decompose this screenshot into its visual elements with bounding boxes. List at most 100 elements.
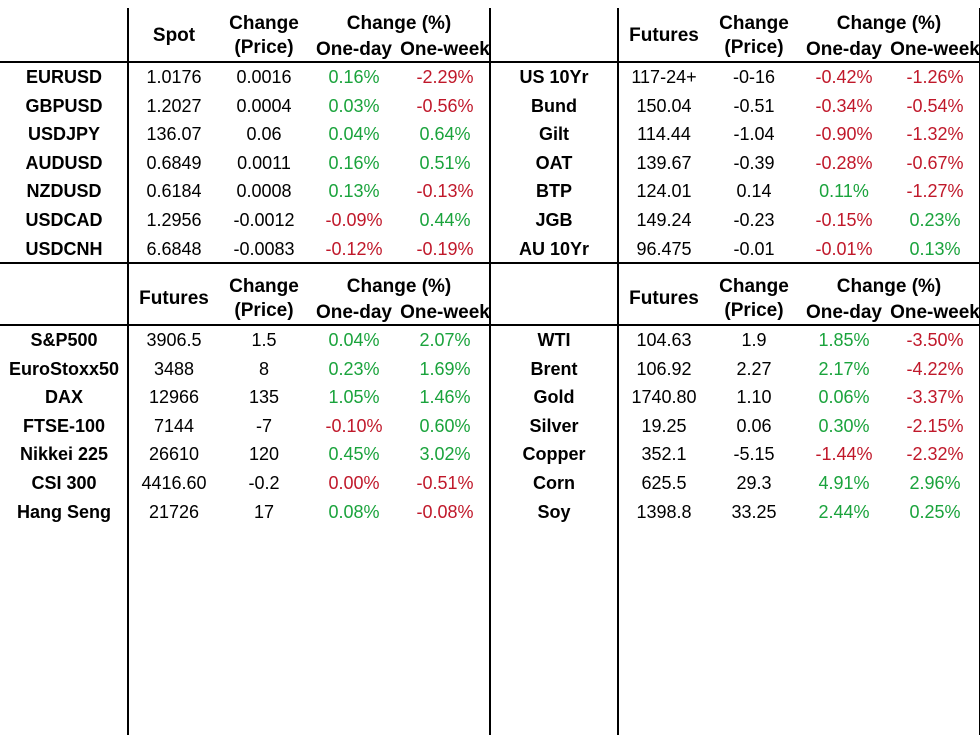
cell-change: 0.0008 [236,181,292,202]
cell-label: Soy [537,501,571,522]
column-divider [127,8,129,473]
header-change-pct: Change (%) [836,13,942,34]
cell-label: USDCNH [25,238,103,259]
cell-change: -7 [255,415,272,436]
cell-week: 1.46% [419,387,471,408]
cell-day: -0.90% [815,124,873,145]
cell-day: 0.23% [328,358,380,379]
cell-value: 6.6848 [146,238,202,259]
table-row: USDJPY 136.07 0.06 0.04% 0.64% [0,119,490,148]
cell-value: 1.0176 [146,67,202,87]
cell-change: -0.39 [733,152,775,173]
cell-label: US 10Yr [519,67,589,87]
cell-value: 19.25 [641,415,687,436]
table-row: Corn 625.5 29.3 4.91% 2.96% [490,468,980,497]
cell-day: 4.91% [818,472,870,493]
cell-label: CSI 300 [31,472,97,493]
cell-value: 149.24 [636,209,692,230]
cell-value: 625.5 [641,472,687,493]
section-divider [0,262,980,264]
cell-day: 0.13% [328,181,380,202]
cell-label: WTI [537,330,571,350]
header-divider [0,324,490,326]
cell-value: 106.92 [636,358,692,379]
cell-change: 1.10 [736,387,772,408]
cell-value: 1398.8 [636,501,692,522]
cell-change: 17 [253,501,275,522]
cell-week: 0.13% [909,238,961,259]
cell-week: -4.22% [906,358,964,379]
cell-value: 136.07 [146,124,202,145]
cell-week: -1.27% [906,181,964,202]
header-change-pct: Change (%) [346,276,452,297]
panel-header: Futures Change (Price) Change (%) One-day One… [490,263,980,326]
table-row: WTI 104.63 1.9 1.85% -3.50% [490,325,980,354]
header-first: Futures [629,25,699,46]
header-one-day: One-day [805,39,883,60]
cell-label: Nikkei 225 [19,444,109,465]
cell-label: Brent [530,358,578,379]
cell-label: JGB [535,209,573,230]
table-row: DAX 12966 135 1.05% 1.46% [0,382,490,411]
cell-value: 114.44 [637,124,691,145]
cell-week: -0.19% [416,238,474,259]
cell-change: -5.15 [733,444,775,465]
table-row: AUDUSD 0.6849 0.0011 0.16% 0.51% [0,148,490,177]
cell-day: -0.12% [325,238,383,259]
table-row: OAT 139.67 -0.39 -0.28% -0.67% [490,148,980,177]
cell-label: Hang Seng [16,501,111,522]
header-change-pct: Change (%) [836,276,942,297]
cell-value: 0.6849 [146,152,202,173]
cell-change: 120 [248,444,280,465]
cell-week: -2.32% [906,444,964,465]
cell-change: -0.0083 [233,238,295,259]
header-one-day: One-day [315,39,393,60]
cell-change: -0.51 [733,95,775,116]
cell-value: 3488 [153,358,195,379]
cell-change: 2.27 [736,358,772,379]
cell-day: -0.01% [815,238,873,259]
cell-change: 33.25 [731,501,777,522]
cell-day: 0.30% [818,415,870,436]
cell-week: -2.29% [416,67,474,87]
panel-header: Futures Change (Price) Change (%) One-day One… [0,263,490,326]
cell-change: -0.23 [733,209,775,230]
bottom-right-panel: Futures Change (Price) Change (%) One-day One… [490,263,980,735]
table-row: Gilt 114.44 -1.04 -0.90% -1.32% [490,119,980,148]
header-one-week: One-week [890,302,980,323]
cell-value: 26610 [148,444,200,465]
cell-day: -0.15% [815,209,873,230]
cell-day: 0.16% [328,67,380,87]
cell-label: BTP [536,181,572,202]
cell-change: 0.06 [246,124,282,145]
table-row: Nikkei 225 26610 120 0.45% 3.02% [0,439,490,468]
header-one-week: One-week [400,39,490,60]
cell-value: 3906.5 [146,330,202,350]
cell-week: 0.64% [419,124,471,145]
cell-value: 0.6184 [146,181,202,202]
cell-value: 1.2956 [146,209,202,230]
cell-week: 1.69% [419,358,471,379]
table-row: US 10Yr 117-24+ -0-16 -0.42% -1.26% [490,62,980,91]
header-one-day: One-day [315,302,393,323]
cell-change: -1.04 [733,124,775,145]
cell-change: -0.2 [248,472,280,493]
cell-week: 2.96% [909,472,961,493]
cell-label: EURUSD [25,67,102,87]
cell-change: 0.0004 [236,95,292,116]
cell-day: 2.44% [818,501,870,522]
cell-week: 0.23% [909,209,961,230]
cell-label: Copper [522,444,586,465]
cell-week: -1.26% [906,67,964,87]
cell-week: -0.08% [416,501,474,522]
cell-change: 0.0011 [237,152,291,173]
header-first: Futures [139,288,209,309]
cell-change: -0-16 [732,67,776,87]
cell-week: -1.32% [906,124,964,145]
table-row: AU 10Yr 96.475 -0.01 -0.01% 0.13% [490,234,980,263]
table-row: EURUSD 1.0176 0.0016 0.16% -2.29% [0,62,490,91]
header-one-week: One-week [400,302,490,323]
cell-value: 96.475 [636,238,692,259]
table-row: USDCAD 1.2956 -0.0012 -0.09% 0.44% [0,205,490,234]
cell-label: AUDUSD [25,152,103,173]
